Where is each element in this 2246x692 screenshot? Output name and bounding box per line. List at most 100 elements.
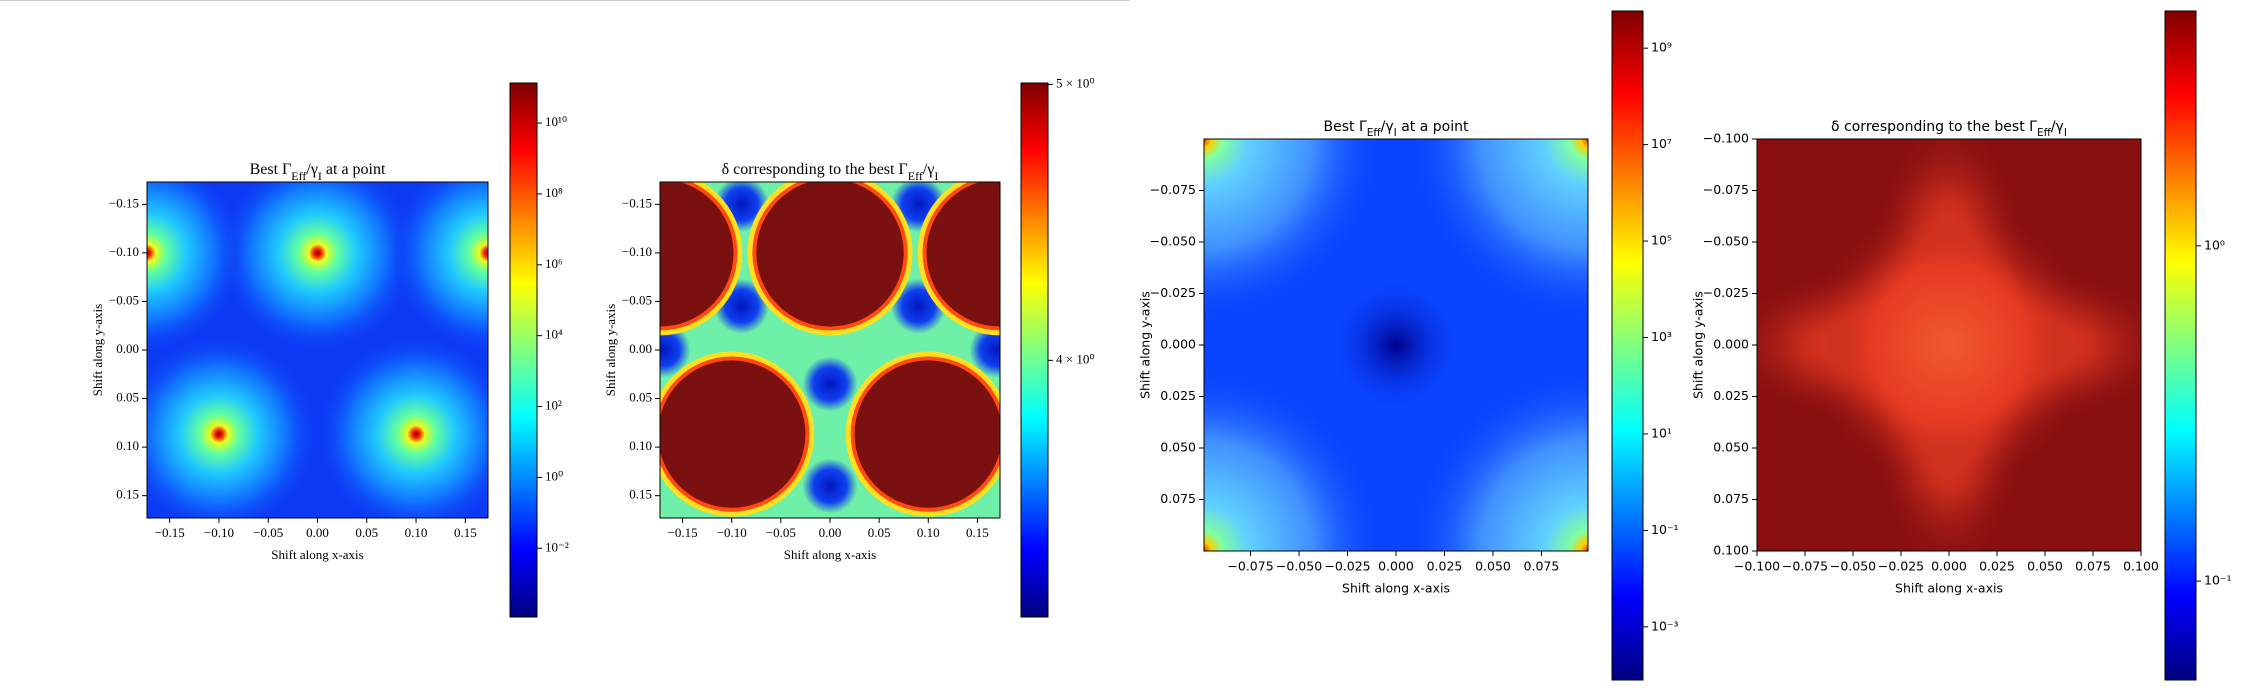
y-tick-label: 0.10 <box>116 438 139 453</box>
y-tick-label: 0.10 <box>629 438 652 453</box>
y-tick-label: 0.000 <box>1160 337 1196 352</box>
heatmap-peak <box>1204 139 1387 324</box>
colorbar-tick-label: 10⁻³ <box>1651 618 1679 633</box>
y-tick-label: 0.075 <box>1160 491 1196 506</box>
heatmap-peak <box>147 335 318 518</box>
y-tick-label: −0.100 <box>1703 131 1749 146</box>
x-tick-label: −0.10 <box>204 525 234 540</box>
x-axis-label: Shift along x-axis <box>1342 581 1450 596</box>
colorbar-tick-label: 10⁻¹ <box>1651 522 1679 537</box>
y-tick-label: 0.025 <box>1713 388 1749 403</box>
y-tick-label: 0.100 <box>1713 543 1749 558</box>
colorbar <box>2164 10 2197 681</box>
y-tick-label: −0.10 <box>622 244 652 259</box>
heatmap-peak <box>389 182 488 352</box>
y-tick-label: −0.025 <box>1703 285 1749 300</box>
x-tick-label: 0.075 <box>1524 559 1560 574</box>
x-tick-label: 0.000 <box>1931 559 1967 574</box>
y-tick-label: 0.15 <box>629 487 652 502</box>
y-tick-label: 0.15 <box>116 487 139 502</box>
colorbar-tick-label: 10¹⁰ <box>545 114 567 129</box>
y-axis-label: Shift along y-axis <box>90 304 105 396</box>
colorbar-tick-label: 10⁻¹ <box>2204 573 2232 588</box>
heatmap-plateau <box>660 182 734 327</box>
x-tick-label: 0.050 <box>2027 559 2063 574</box>
x-tick-label: −0.025 <box>1324 559 1370 574</box>
x-tick-label: −0.075 <box>1227 559 1273 574</box>
y-tick-label: −0.15 <box>622 195 652 210</box>
heatmap-peak <box>218 182 417 352</box>
y-tick-label: 0.000 <box>1713 337 1749 352</box>
heatmap-trough <box>802 458 858 514</box>
x-axis-label: Shift along x-axis <box>784 547 876 562</box>
x-tick-label: −0.025 <box>1878 559 1924 574</box>
y-tick-label: −0.05 <box>109 292 139 307</box>
x-tick-label: 0.00 <box>819 525 842 540</box>
x-tick-label: 0.15 <box>454 525 477 540</box>
x-tick-label: −0.050 <box>1830 559 1876 574</box>
colorbar <box>509 82 538 618</box>
x-tick-label: 0.100 <box>2123 559 2159 574</box>
x-tick-label: 0.10 <box>405 525 428 540</box>
colorbar-tick-label: 4 × 10⁰ <box>1056 351 1095 366</box>
colorbar <box>1611 10 1644 681</box>
heatmap-peak <box>1405 366 1588 551</box>
heatmap-peak <box>317 335 488 518</box>
colorbar <box>1020 82 1049 618</box>
x-tick-label: −0.100 <box>1734 559 1780 574</box>
heatmap-trough <box>802 356 858 412</box>
x-tick-label: 0.050 <box>1475 559 1511 574</box>
heatmap-core <box>1805 201 2093 489</box>
x-tick-label: 0.025 <box>1979 559 2015 574</box>
x-tick-label: −0.15 <box>155 525 185 540</box>
colorbar-tick-label: 10⁶ <box>545 256 563 271</box>
y-tick-label: −0.050 <box>1150 234 1196 249</box>
colorbar-tick-label: 10⁰ <box>545 468 563 483</box>
colorbar-tick-label: 10⁹ <box>1651 40 1672 55</box>
x-tick-label: 0.10 <box>917 525 940 540</box>
heatmap-trough <box>660 322 691 378</box>
x-tick-label: 0.05 <box>355 525 378 540</box>
heatmap-peak <box>301 516 334 518</box>
x-tick-label: −0.15 <box>668 525 698 540</box>
y-axis-label: Shift along y-axis <box>603 304 618 396</box>
y-tick-label: −0.075 <box>1150 182 1196 197</box>
x-tick-label: 0.000 <box>1378 559 1414 574</box>
y-tick-label: −0.025 <box>1150 285 1196 300</box>
chart-title: δ corresponding to the best ΓEff/γI <box>722 161 939 183</box>
x-axis-label: Shift along x-axis <box>271 547 363 562</box>
heatmap-plateau <box>660 360 806 508</box>
heatmap-plateau <box>756 182 904 327</box>
y-tick-label: −0.05 <box>622 292 652 307</box>
x-tick-label: −0.10 <box>717 525 747 540</box>
x-tick-label: −0.05 <box>766 525 796 540</box>
y-tick-label: 0.00 <box>629 341 652 356</box>
heatmap-plateau <box>926 182 1000 327</box>
y-tick-label: 0.05 <box>116 390 139 405</box>
colorbar-tick-label: 10⁻² <box>545 539 569 554</box>
heatmap-panel: δ corresponding to the best ΓEff/γI Shift… <box>1691 10 2232 681</box>
colorbar-tick-label: 10¹ <box>1651 425 1672 440</box>
colorbar-tick-label: 10² <box>545 398 562 413</box>
x-tick-label: 0.025 <box>1427 559 1463 574</box>
y-tick-label: 0.00 <box>116 341 139 356</box>
x-tick-label: 0.15 <box>966 525 989 540</box>
x-tick-label: 0.00 <box>306 525 329 540</box>
x-tick-label: 0.05 <box>868 525 891 540</box>
heatmap-plateau <box>854 360 1000 508</box>
x-tick-label: −0.05 <box>253 525 283 540</box>
y-tick-label: −0.050 <box>1703 234 1749 249</box>
y-tick-label: −0.15 <box>109 195 139 210</box>
heatmap-peak <box>1204 366 1387 551</box>
colorbar-tick-label: 10⁴ <box>545 327 563 342</box>
heatmap-peak <box>1405 139 1588 324</box>
chart-title: δ corresponding to the best ΓEff/γI <box>1831 119 2067 139</box>
